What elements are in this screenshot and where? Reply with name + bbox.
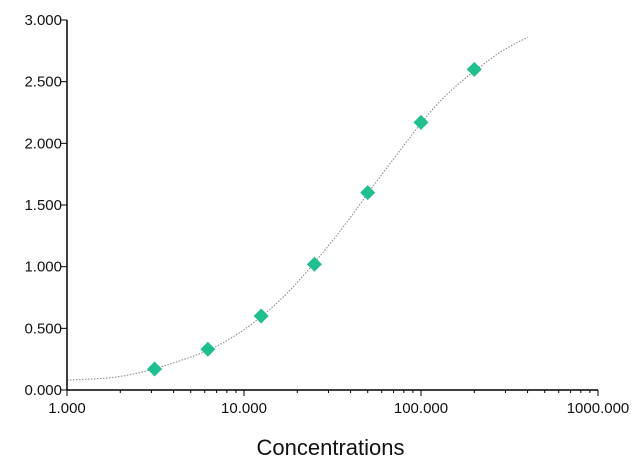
x-axis-ticks: 1.000 10.000 100.000 1000.000 — [48, 390, 629, 417]
fitted-curve — [66, 36, 528, 381]
data-point — [147, 361, 163, 377]
data-point — [466, 61, 482, 77]
x-tick-label: 1000.000 — [567, 400, 630, 417]
data-point — [413, 114, 429, 130]
data-point — [253, 308, 269, 324]
y-axis-ticks: 0.000 0.500 1.000 1.500 2.000 2.500 3.000 — [24, 12, 67, 399]
y-tick-label: 2.500 — [24, 74, 62, 91]
data-point — [360, 185, 376, 201]
data-points — [147, 61, 482, 377]
x-tick-label: 10.000 — [221, 400, 267, 417]
data-point — [200, 341, 216, 357]
data-point — [306, 256, 322, 272]
y-tick-label: 3.000 — [24, 12, 62, 29]
y-tick-label: 0.000 — [24, 382, 62, 399]
y-tick-label: 0.500 — [24, 320, 62, 337]
y-tick-label: 1.500 — [24, 197, 62, 214]
x-tick-label: 1.000 — [48, 400, 86, 417]
x-tick-label: 100.000 — [394, 400, 448, 417]
y-tick-label: 2.000 — [24, 135, 62, 152]
x-axis-title: Concentrations — [257, 435, 405, 460]
y-tick-label: 1.000 — [24, 259, 62, 276]
